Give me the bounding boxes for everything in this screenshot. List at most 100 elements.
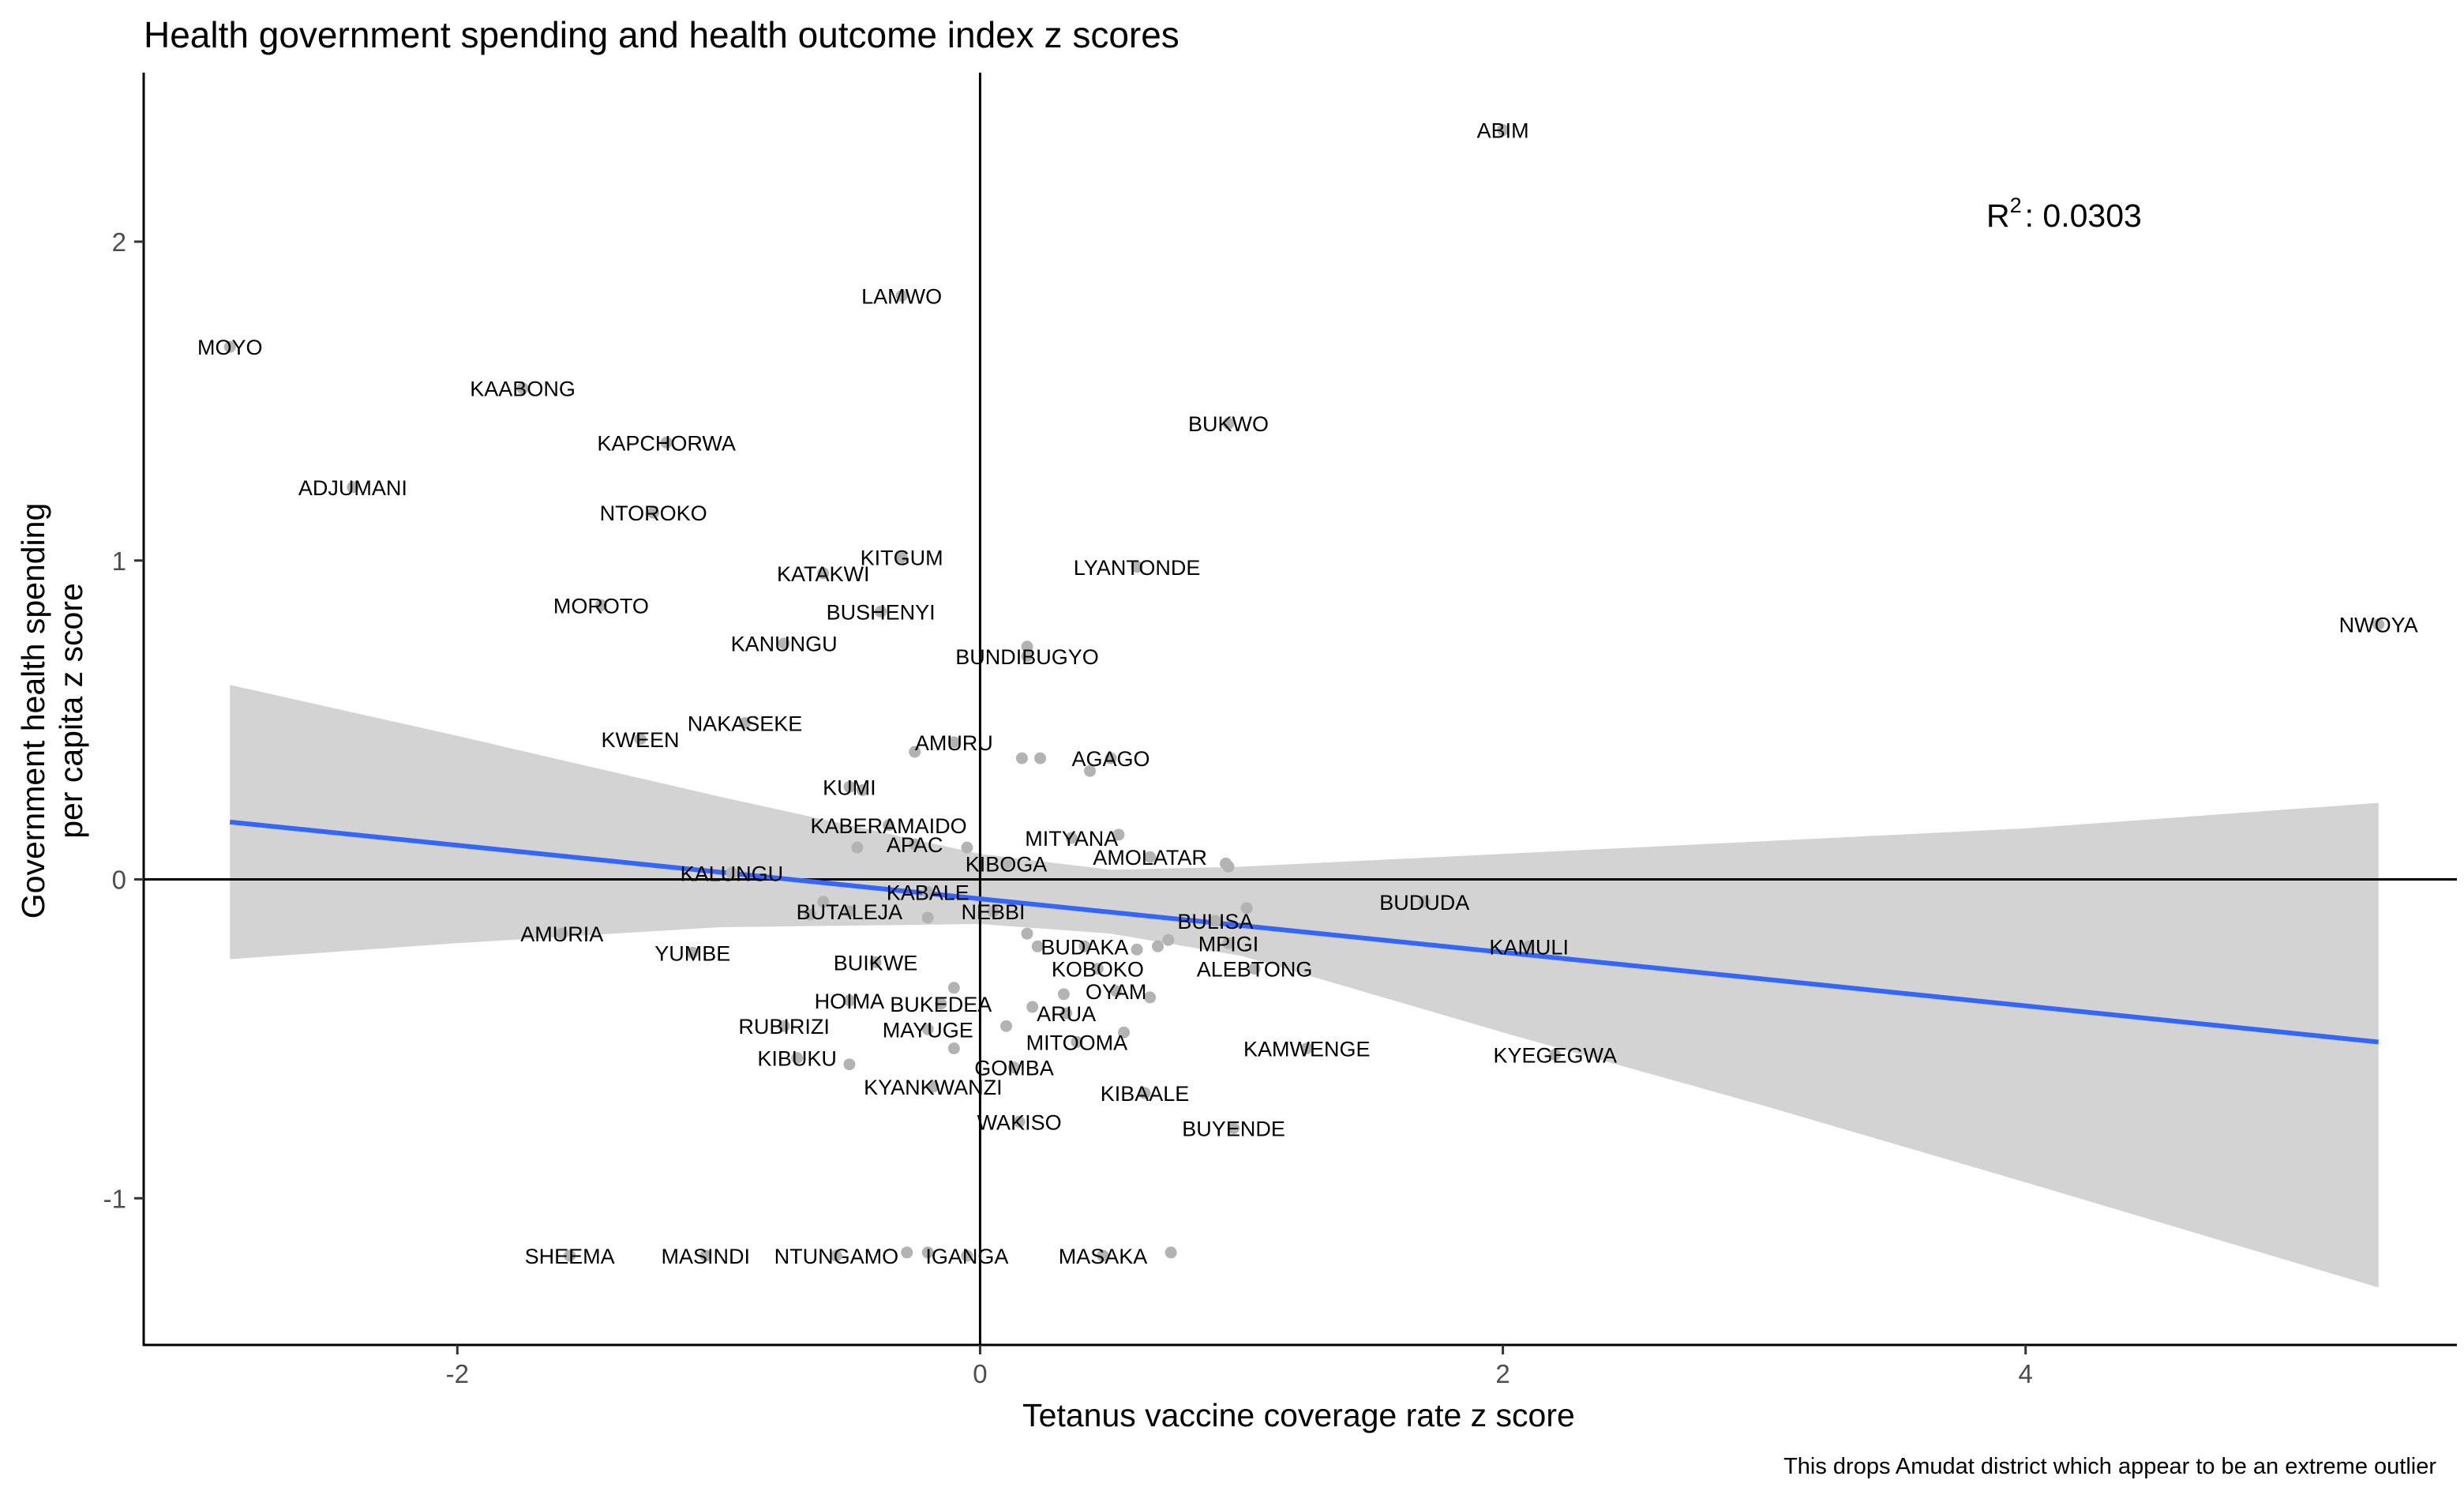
point-label-budaka: BUDAKA [1041,935,1128,959]
data-point-nakaseke [738,717,751,730]
y-tick-label-2: 2 [112,227,126,257]
data-point-moyo [223,340,236,353]
y-axis-title-line-2: per capita z score [53,583,89,839]
point-label-mitooma: MITOOMA [1026,1031,1128,1054]
data-point-unlabeled-31 [961,841,973,854]
data-point-gomba [1007,1061,1020,1074]
fit-line-layer [229,819,2379,1045]
regression-fit-line [229,819,2379,1045]
data-point-katakwi [817,567,830,580]
data-point-unlabeled-13 [1021,927,1033,940]
chart-caption: This drops Amudat district which appear … [1783,1454,2436,1479]
data-point-unlabeled-19 [1144,991,1157,1004]
data-point-kween [634,733,647,746]
data-point-unlabeled-17 [1131,943,1143,956]
data-point-unlabeled-1 [1021,640,1033,653]
data-point-budaka [1078,940,1091,952]
data-point-unlabeled-23 [1118,1026,1131,1039]
point-label-kamwenge: KAMWENGE [1243,1038,1371,1061]
point-label-adjumani: ADJUMANI [298,476,407,500]
data-point-koboko [1091,963,1104,975]
point-label-kibuku: KIBUKU [757,1047,837,1071]
data-point-unlabeled-12 [1240,902,1253,915]
point-label-ntungamo: NTUNGAMO [774,1245,899,1268]
point-label-mpigi: MPIGI [1198,932,1259,956]
point-label-masindi: MASINDI [662,1245,751,1268]
data-point-oyam [1110,985,1123,997]
point-label-amolatar: AMOLATAR [1093,846,1207,870]
data-point-unlabeled-27 [921,1246,934,1259]
y-axis-title-line-1: Government health spending [15,503,51,919]
chart-title: Health government spending and health ou… [144,14,1179,55]
data-point-kibaale [1138,1087,1151,1099]
data-point-buyende [1228,1121,1240,1134]
x-tick-label-2: 2 [1495,1359,1510,1388]
x-tick-label-4: 4 [2019,1359,2033,1388]
point-label-moroto: MOROTO [553,594,649,618]
point-label-kyegegwa: KYEGEGWA [1494,1044,1618,1068]
point-label-wakiso: WAKISO [977,1110,1062,1134]
r-squared-annotation: R2: 0.0303 [1986,193,2142,234]
data-point-unlabeled-6 [856,783,868,796]
point-label-oyam: OYAM [1086,980,1147,1004]
point-label-kibaale: KIBAALE [1101,1082,1190,1106]
data-point-arua [1060,1007,1073,1020]
data-point-mpigi [1222,937,1235,949]
point-label-amuria: AMURIA [520,922,603,946]
point-label-buyende: BUYENDE [1182,1117,1285,1140]
point-label-lamwo: LAMWO [861,285,942,309]
data-point-unlabeled-2 [1015,752,1028,764]
reference-lines-layer [144,73,2457,1345]
data-point-bushenyi [875,605,887,618]
data-point-unlabeled-16 [1162,933,1175,946]
point-label-bushenyi: BUSHENYI [827,600,936,624]
data-point-kiboga [1000,857,1013,870]
data-point-kibuku [791,1052,804,1065]
point-label-bududa: BUDUDA [1379,891,1469,915]
data-point-bududa [1418,896,1431,908]
point-label-agago: AGAGO [1071,747,1149,771]
data-point-masaka [1097,1249,1109,1262]
data-point-iganga [961,1249,973,1262]
data-point-wakiso [1013,1115,1026,1128]
data-point-unlabeled-26 [901,1246,913,1259]
data-point-ntoroko [647,506,660,519]
data-point-bukedea [935,997,947,1010]
data-point-unlabeled-30 [1220,857,1232,870]
point-label-mityana: MITYANA [1025,827,1118,851]
confidence-band [230,685,2379,1288]
point-label-arua: ARUA [1037,1002,1096,1026]
point-label-koboko: KOBOKO [1052,958,1144,982]
data-point-kyegegwa [1549,1049,1562,1061]
data-point-rubirizi [778,1020,790,1032]
point-label-kiboga: KIBOGA [966,852,1048,876]
data-point-unlabeled-8 [817,896,830,908]
data-point-kapchorwa [660,436,673,449]
data-point-unlabeled-14 [1031,940,1044,952]
point-label-kaabong: KAABONG [470,378,576,401]
x-tick-label--2: -2 [446,1359,469,1388]
point-label-mayuge: MAYUGE [883,1018,973,1042]
data-point-unlabeled-5 [909,746,921,758]
data-point-bukwo [1222,417,1235,430]
r-squared-superscript: 2 [2010,193,2022,217]
point-label-bukwo: BUKWO [1188,412,1269,436]
point-label-butaleja: BUTALEJA [797,900,903,924]
data-point-abim [1497,124,1510,137]
data-point-unlabeled-7 [851,841,864,854]
x-tick-label-0: 0 [973,1359,987,1388]
point-label-kamuli: KAMULI [1489,935,1569,959]
r-squared-value: : 0.0303 [2025,197,2142,234]
data-point-unlabeled-25 [843,1058,856,1071]
data-point-unlabeled-22 [1000,1020,1013,1032]
point-label-kaberamaido: KABERAMAIDO [811,814,967,838]
data-point-unlabeled-24 [947,1042,960,1055]
data-point-nebbi [987,905,999,918]
x-axis-title: Tetanus vaccine coverage rate z score [1022,1397,1575,1433]
data-point-alebtong [1248,963,1261,975]
data-point-unlabeled-18 [1057,988,1070,1001]
data-point-kabale [921,886,934,899]
data-point-kamuli [1523,940,1536,952]
point-label-kumi: KUMI [823,776,876,799]
